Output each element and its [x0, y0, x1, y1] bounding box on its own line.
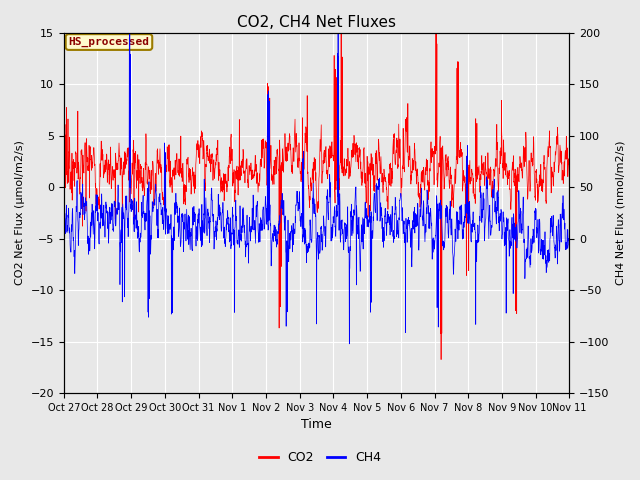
- X-axis label: Time: Time: [301, 419, 332, 432]
- Y-axis label: CH4 Net Flux (nmol/m2/s): CH4 Net Flux (nmol/m2/s): [615, 141, 625, 285]
- Legend: CO2, CH4: CO2, CH4: [253, 446, 387, 469]
- Title: CO2, CH4 Net Fluxes: CO2, CH4 Net Fluxes: [237, 15, 396, 30]
- Y-axis label: CO2 Net Flux (µmol/m2/s): CO2 Net Flux (µmol/m2/s): [15, 141, 25, 285]
- Text: HS_processed: HS_processed: [68, 37, 150, 47]
